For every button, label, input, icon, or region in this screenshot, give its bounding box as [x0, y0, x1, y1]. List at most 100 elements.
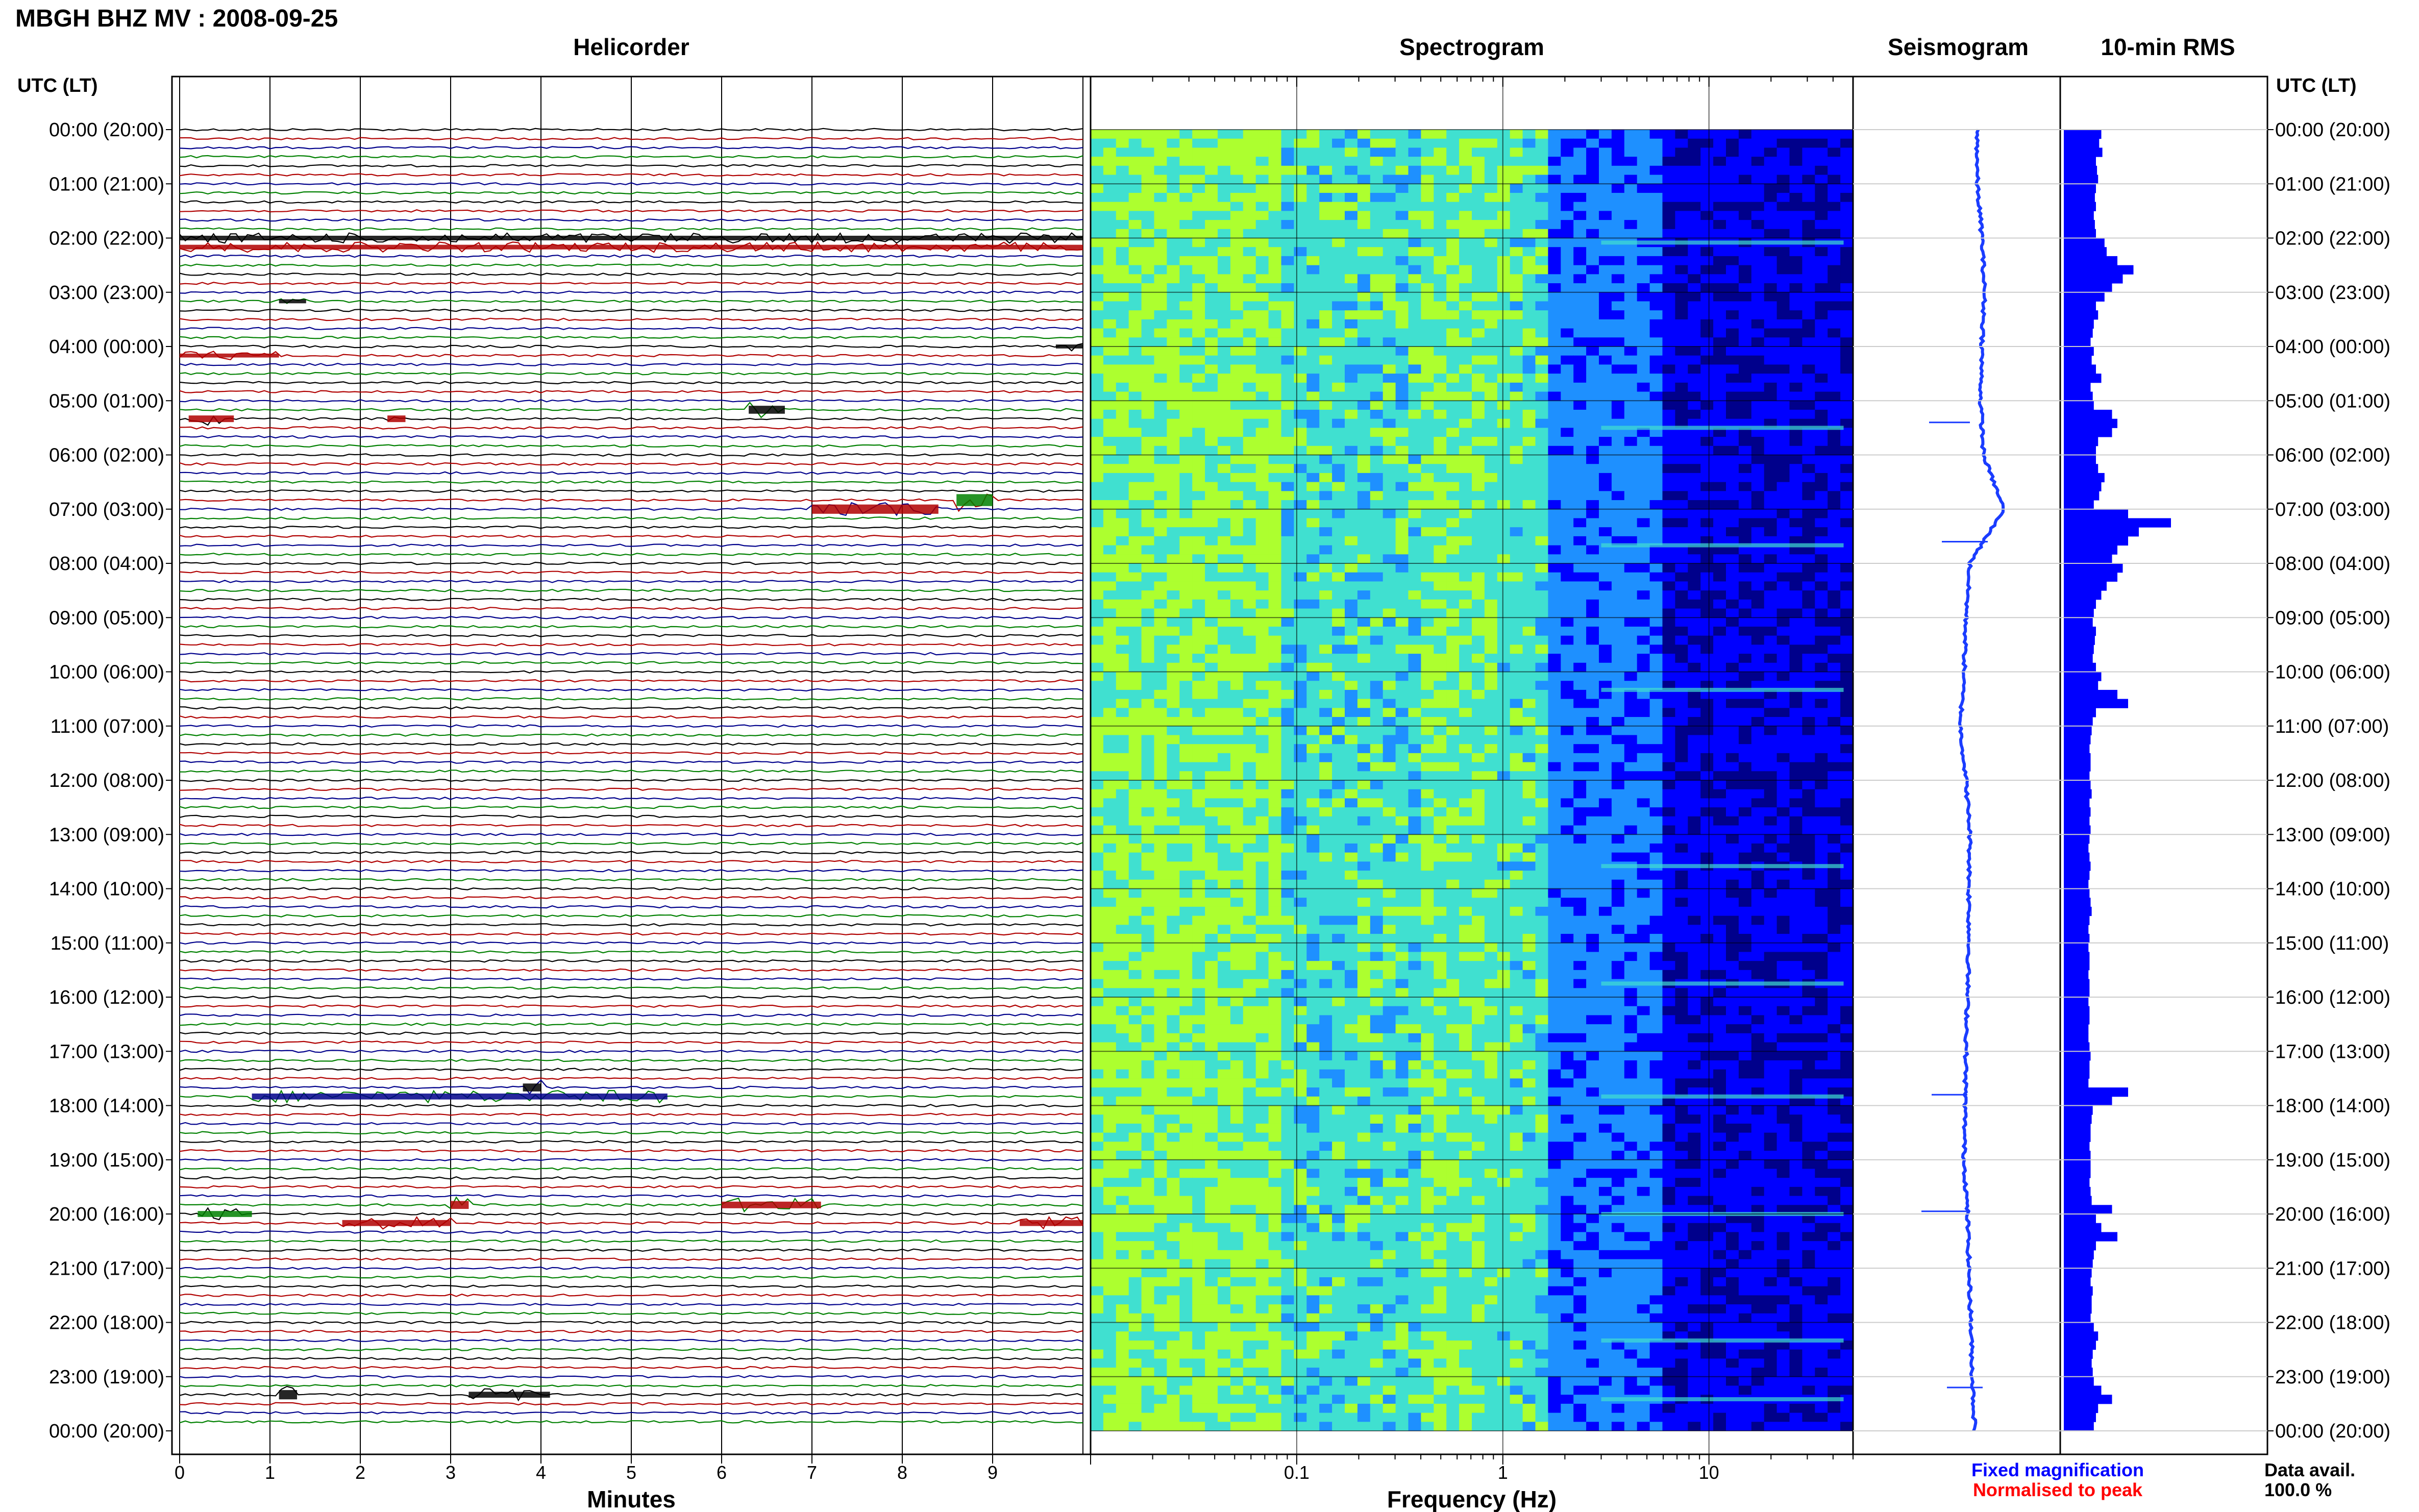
spectrogram-cell: [1573, 202, 1587, 211]
spectrogram-cell: [1167, 211, 1180, 220]
spectrogram-cell: [1103, 581, 1117, 591]
spectrogram-cell: [1561, 202, 1574, 211]
spectrogram-cell: [1319, 789, 1332, 799]
spectrogram-cell: [1218, 364, 1231, 374]
spectrogram-cell: [1815, 554, 1828, 564]
spectrogram-cell: [1611, 518, 1625, 528]
spectrogram-cell: [1370, 816, 1384, 826]
spectrogram-cell: [1700, 147, 1714, 157]
spectrogram-cell: [1662, 364, 1675, 374]
spectrogram-cell: [1103, 418, 1117, 428]
spectrogram-cell: [1370, 364, 1384, 374]
spectrogram-cell: [1383, 527, 1396, 537]
spectrogram-cell: [1675, 283, 1688, 293]
spectrogram-cell: [1802, 509, 1815, 519]
spectrogram-cell: [1167, 645, 1180, 654]
spectrogram-cell: [1828, 165, 1841, 176]
spectrogram-cell: [1649, 753, 1663, 763]
spectrogram-cell: [1637, 491, 1650, 501]
spectrogram-cell: [1446, 581, 1460, 591]
spectrogram-cell: [1408, 346, 1421, 356]
spectrogram-cell: [1383, 789, 1396, 799]
spectrogram-cell: [1434, 689, 1447, 700]
spectrogram-cell: [1472, 211, 1485, 220]
spectrogram-cell: [1726, 518, 1739, 528]
spectrogram-cell: [1370, 192, 1384, 203]
spectrogram-cell: [1789, 428, 1803, 437]
spectrogram-cell: [1395, 328, 1409, 338]
spectrogram-cell: [1828, 699, 1841, 708]
spectrogram-cell: [1268, 662, 1282, 673]
spectrogram-cell: [1599, 202, 1612, 211]
spectrogram-cell: [1395, 175, 1409, 184]
spectrogram-cell: [1789, 635, 1803, 645]
spectrogram-cell: [1421, 292, 1434, 302]
spectrogram-cell: [1103, 635, 1117, 645]
spectrogram-cell: [1154, 834, 1167, 844]
spectrogram-cell: [1243, 184, 1256, 193]
spectrogram-cell: [1446, 247, 1460, 257]
helicorder-trace: [179, 462, 1083, 466]
spectrogram-cell: [1497, 319, 1511, 329]
spectrogram-cell: [1535, 563, 1548, 573]
spectrogram-cell: [1472, 509, 1485, 519]
spectrogram-cell: [1751, 220, 1765, 230]
spectrogram-cell: [1230, 138, 1244, 148]
spectrogram-cell: [1141, 554, 1155, 564]
spectrogram-cell: [1828, 328, 1841, 338]
spectrogram-cell: [1141, 130, 1155, 139]
spectrogram-cell: [1776, 409, 1790, 419]
spectrogram-cell: [1383, 337, 1396, 347]
spectrogram-cell: [1815, 328, 1828, 338]
spectrogram-cell: [1434, 147, 1447, 157]
spectrogram-cell: [1205, 274, 1218, 284]
spectrogram-cell: [1205, 681, 1218, 690]
spectrogram-cell: [1255, 130, 1269, 139]
spectrogram-cell: [1306, 717, 1320, 727]
spectrogram-cell: [1726, 825, 1739, 835]
spectrogram-cell: [1789, 211, 1803, 220]
spectrogram-cell: [1459, 807, 1472, 817]
spectrogram-cell: [1700, 689, 1714, 700]
helicorder-trace: [179, 851, 1083, 854]
spectrogram-cell: [1179, 175, 1193, 184]
spectrogram-cell: [1243, 536, 1256, 546]
spectrogram-cell: [1624, 229, 1638, 239]
spectrogram-cell: [1637, 554, 1650, 564]
spectrogram-cell: [1522, 247, 1536, 257]
spectrogram-cell: [1688, 807, 1701, 817]
spectrogram-cell: [1802, 527, 1815, 537]
spectrogram-cell: [1179, 401, 1193, 410]
spectrogram-cell: [1510, 807, 1523, 817]
spectrogram-cell: [1510, 482, 1523, 491]
spectrogram-cell: [1281, 337, 1294, 347]
spectrogram-cell: [1751, 563, 1765, 573]
spectrogram-cell: [1510, 789, 1523, 799]
spectrogram-cell: [1205, 807, 1218, 817]
spectrogram-cell: [1255, 662, 1269, 673]
spectrogram-cell: [1599, 554, 1612, 564]
spectrogram-cell: [1472, 735, 1485, 745]
spectrogram-cell: [1230, 843, 1244, 853]
spectrogram-cell: [1294, 319, 1307, 329]
helicorder-trace: [179, 1077, 1083, 1080]
spectrogram-cell: [1319, 374, 1332, 383]
spectrogram-cell: [1370, 834, 1384, 844]
helicorder-trace: [179, 164, 1083, 168]
spectrogram-cell: [1522, 662, 1536, 673]
spectrogram-cell: [1751, 391, 1765, 401]
spectrogram-cell: [1255, 391, 1269, 401]
spectrogram-cell: [1167, 184, 1180, 193]
spectrogram-cell: [1776, 617, 1790, 627]
spectrogram-cell: [1434, 328, 1447, 338]
spectrogram-cell: [1573, 175, 1587, 184]
spectrogram-cell: [1700, 554, 1714, 564]
spectrogram-cell: [1840, 807, 1854, 817]
spectrogram-cell: [1154, 536, 1167, 546]
spectrogram-cell: [1472, 708, 1485, 717]
spectrogram-cell: [1675, 762, 1688, 772]
spectrogram-cell: [1497, 717, 1511, 727]
spectrogram-cell: [1637, 391, 1650, 401]
spectrogram-cell: [1230, 184, 1244, 193]
spectrogram-cell: [1459, 229, 1472, 239]
